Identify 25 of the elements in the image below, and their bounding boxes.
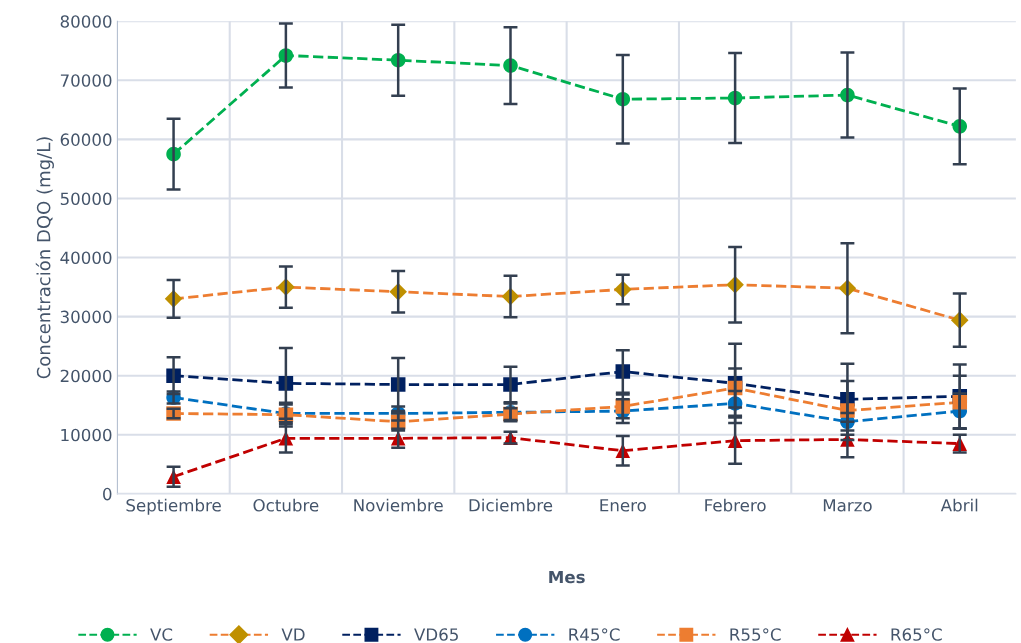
x-tick-label: Septiembre bbox=[126, 498, 221, 515]
x-axis-title: Mes bbox=[549, 570, 585, 584]
x-tick-label: Noviembre bbox=[354, 498, 443, 512]
y-tick-label: 80000 bbox=[60, 15, 112, 28]
y-tick-label: 30000 bbox=[60, 310, 112, 324]
legend-label: R45°C bbox=[569, 628, 620, 641]
x-tick-label: Enero bbox=[600, 499, 646, 512]
legend-label: VD65 bbox=[414, 628, 458, 641]
y-tick-label: 40000 bbox=[60, 251, 112, 265]
x-tick-label: Febrero bbox=[705, 498, 766, 512]
legend-label: VD bbox=[281, 628, 305, 641]
y-tick-label: 20000 bbox=[60, 369, 112, 383]
x-tick-label: Diciembre bbox=[469, 498, 553, 512]
x-tick-label: Abril bbox=[940, 498, 978, 512]
y-tick-label: 60000 bbox=[60, 133, 112, 146]
y-tick-label: 10000 bbox=[61, 428, 112, 442]
y-tick-label: 0 bbox=[103, 487, 112, 501]
legend-label: R65°C bbox=[891, 628, 942, 641]
legend-label: VC bbox=[150, 628, 173, 641]
x-tick-label: Octubre bbox=[253, 498, 319, 512]
y-tick-label: 70000 bbox=[60, 74, 112, 87]
y-axis-title: Concentración DQO (mg/L) bbox=[35, 137, 54, 379]
x-tick-label: Marzo bbox=[823, 499, 872, 512]
legend-label: R55°C bbox=[730, 628, 781, 641]
y-tick-label: 50000 bbox=[60, 192, 112, 206]
